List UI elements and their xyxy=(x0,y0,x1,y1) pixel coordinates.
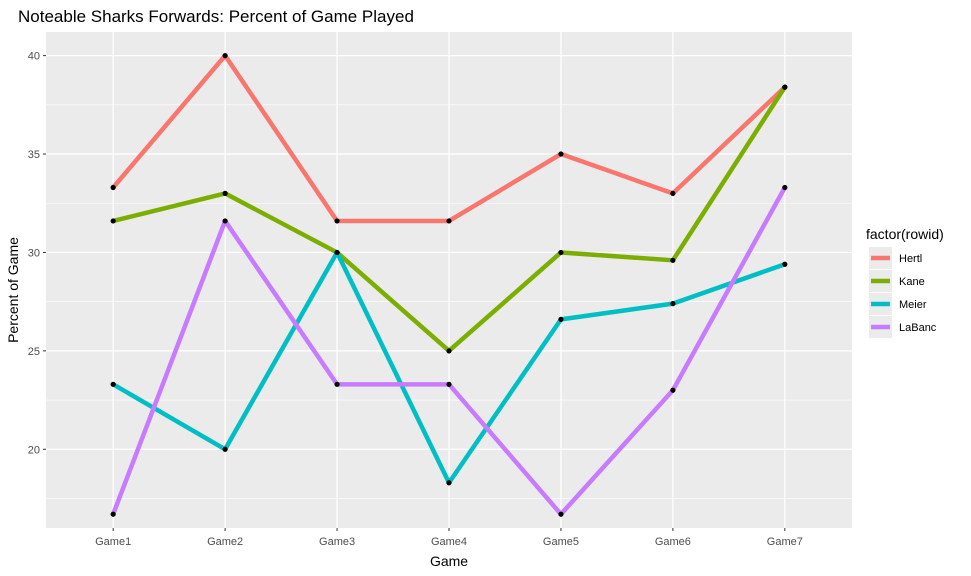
data-point-kane xyxy=(782,84,788,90)
y-tick-label: 40 xyxy=(28,51,40,63)
y-tick-label: 30 xyxy=(28,247,40,259)
legend: factor(rowid) Hertl Kane Meier LaBanc xyxy=(866,226,944,338)
legend-label-labanc: LaBanc xyxy=(899,322,937,334)
data-point-meier xyxy=(446,480,452,486)
data-point-hertl xyxy=(222,53,228,59)
legend-title: factor(rowid) xyxy=(866,226,944,242)
data-point-kane xyxy=(558,249,564,256)
data-point-kane xyxy=(110,218,116,224)
data-point-meier xyxy=(222,446,228,452)
x-axis: Game1 Game2 Game3 Game4 Game5 Game6 Game7 xyxy=(95,528,803,548)
x-tick-label: Game2 xyxy=(207,536,243,548)
data-point-meier xyxy=(110,381,116,387)
y-axis-title: Percent of Game xyxy=(5,237,21,343)
x-tick-label: Game7 xyxy=(767,536,803,548)
data-point-labanc xyxy=(110,511,116,517)
data-point-meier xyxy=(782,261,788,267)
x-axis-title: Game xyxy=(430,553,468,569)
y-tick-label: 20 xyxy=(28,444,40,456)
data-point-meier xyxy=(558,316,564,322)
y-axis: 20 25 30 35 40 xyxy=(28,51,46,456)
data-point-labanc xyxy=(334,381,340,387)
data-point-labanc xyxy=(446,381,452,387)
series-points xyxy=(110,53,788,517)
x-tick-label: Game6 xyxy=(655,536,691,548)
legend-label-kane: Kane xyxy=(899,276,925,288)
x-tick-label: Game5 xyxy=(543,536,579,548)
data-point-hertl xyxy=(558,151,564,157)
data-point-labanc xyxy=(782,184,788,191)
data-point-labanc xyxy=(558,511,564,517)
data-point-labanc xyxy=(222,218,228,224)
y-tick-label: 25 xyxy=(28,346,40,358)
data-point-hertl xyxy=(334,218,340,224)
legend-items: Hertl Kane Meier LaBanc xyxy=(869,247,937,338)
legend-label-hertl: Hertl xyxy=(899,253,922,265)
data-point-meier xyxy=(334,249,340,256)
y-tick-label: 35 xyxy=(28,149,40,161)
data-point-kane xyxy=(222,190,228,196)
chart-title: Noteable Sharks Forwards: Percent of Gam… xyxy=(18,7,414,26)
data-point-meier xyxy=(670,301,676,307)
data-point-hertl xyxy=(446,218,452,224)
data-point-kane xyxy=(670,257,676,263)
data-point-kane xyxy=(446,348,452,354)
x-tick-label: Game1 xyxy=(95,536,131,548)
data-point-labanc xyxy=(670,387,676,393)
major-gridlines xyxy=(46,32,852,528)
x-tick-label: Game3 xyxy=(319,536,355,548)
x-tick-label: Game4 xyxy=(431,536,467,548)
legend-label-meier: Meier xyxy=(899,299,927,311)
data-point-hertl xyxy=(670,190,676,196)
data-point-hertl xyxy=(110,184,116,191)
